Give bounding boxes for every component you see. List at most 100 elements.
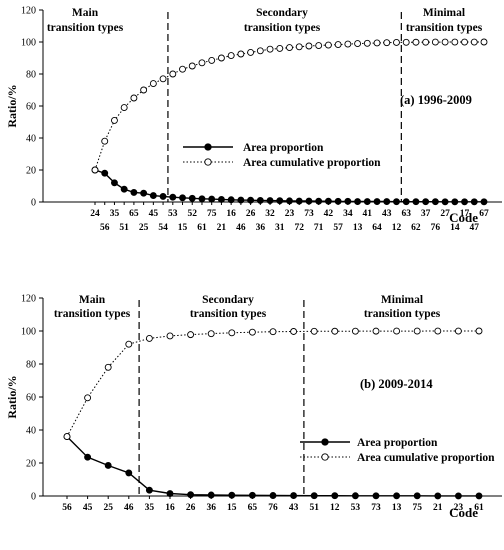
- y-axis-label: Ratio/%: [5, 84, 19, 127]
- area-proportion-point: [217, 195, 225, 203]
- y-tick-label: 60: [26, 102, 36, 113]
- cumulative-proportion-point: [351, 327, 359, 335]
- y-tick-label: 120: [21, 294, 36, 305]
- x-tick-label: 75: [412, 503, 422, 513]
- x-tick-label: 51: [309, 503, 319, 513]
- area-proportion-point: [412, 198, 420, 206]
- cumulative-proportion-point: [130, 94, 138, 102]
- area-proportion-point: [383, 198, 391, 205]
- chart-title: (b) 2009-2014: [360, 377, 433, 391]
- cumulative-proportion-point: [461, 38, 468, 46]
- y-tick-label: 20: [26, 166, 36, 177]
- area-proportion-point: [354, 198, 362, 205]
- region-label: transition types: [190, 308, 267, 320]
- cumulative-proportion-point: [228, 329, 236, 337]
- region-label: Minimal: [381, 294, 423, 306]
- x-tick-label: 17: [460, 209, 470, 219]
- cumulative-proportion-point: [413, 327, 421, 335]
- x-tick-label: 35: [110, 209, 120, 219]
- x-tick-label: 26: [186, 503, 196, 513]
- cumulative-proportion-point: [475, 327, 483, 335]
- cumulative-proportion-point: [217, 54, 225, 62]
- cumulative-proportion-point: [248, 328, 256, 336]
- area-proportion-point: [84, 453, 92, 461]
- chart-panel: 0 20 40 60 80 100 120 Ratio/% 56 45 25 46 35 16 26 36 15…: [5, 294, 502, 520]
- area-proportion-point: [363, 198, 371, 205]
- x-tick-label: 43: [382, 209, 392, 219]
- x-tick-label: 42: [324, 209, 334, 219]
- cumulative-proportion-point: [198, 59, 206, 67]
- x-tick-label: 52: [188, 209, 198, 219]
- region-label: Main: [79, 294, 106, 306]
- area-proportion-point: [140, 189, 148, 197]
- x-tick-label: 21: [433, 503, 443, 513]
- x-tick-label: 31: [275, 223, 285, 233]
- cumulative-proportion-point: [247, 48, 255, 56]
- legend-label: Area proportion: [357, 437, 438, 449]
- x-tick-label: 61: [197, 223, 207, 233]
- x-tick-label: 53: [351, 503, 361, 513]
- x-tick-label: 43: [289, 503, 299, 513]
- area-proportion-point: [422, 198, 430, 206]
- area-proportion-point: [290, 492, 298, 500]
- y-tick-label: 40: [26, 134, 36, 145]
- x-tick-label: 27: [440, 209, 450, 219]
- area-proportion-point: [120, 185, 128, 193]
- cumulative-proportion-point: [101, 137, 109, 145]
- x-tick-label: 16: [165, 503, 175, 513]
- cumulative-proportion-point: [451, 38, 459, 46]
- area-proportion-point: [188, 194, 196, 202]
- cumulative-proportion-point: [227, 52, 235, 60]
- x-tick-label: 35: [145, 503, 155, 513]
- region-label: transition types: [406, 22, 483, 34]
- region-label: transition types: [244, 22, 321, 34]
- cumulative-proportion-point: [344, 40, 352, 48]
- x-tick-label: 46: [124, 503, 134, 513]
- x-tick-label: 63: [401, 209, 411, 219]
- x-tick-label: 64: [372, 223, 382, 233]
- cumulative-proportion-point: [383, 39, 391, 47]
- area-proportion-point: [441, 198, 449, 206]
- x-tick-label: 45: [149, 209, 159, 219]
- legend-label: Area proportion: [243, 142, 324, 154]
- x-tick-label: 56: [62, 503, 72, 513]
- region-label: Secondary: [256, 7, 308, 19]
- area-proportion-point: [269, 492, 277, 499]
- region-label: Minimal: [423, 7, 465, 19]
- cumulative-proportion-point: [125, 340, 133, 348]
- x-tick-label: 47: [470, 223, 480, 233]
- legend-marker: [204, 143, 212, 151]
- cumulative-proportion-point: [266, 45, 274, 53]
- cumulative-proportion-point: [372, 327, 380, 335]
- x-tick-label: 76: [268, 503, 278, 513]
- x-tick-label: 14: [450, 223, 460, 233]
- cumulative-proportion-point: [363, 39, 371, 47]
- x-tick-label: 23: [285, 209, 295, 219]
- x-tick-label: 46: [236, 223, 246, 233]
- x-tick-label: 62: [411, 223, 421, 233]
- region-label: transition types: [47, 22, 124, 34]
- area-proportion-point: [149, 192, 157, 200]
- x-tick-label: 37: [421, 209, 431, 219]
- area-proportion-point: [228, 491, 236, 499]
- area-proportion-point: [475, 492, 483, 500]
- cumulative-proportion-point: [237, 50, 245, 58]
- cumulative-proportion-point: [84, 394, 92, 402]
- cumulative-proportion-point: [305, 42, 313, 50]
- x-tick-label: 32: [265, 209, 275, 219]
- x-tick-label: 13: [392, 503, 402, 513]
- x-tick-label: 67: [479, 209, 489, 219]
- area-proportion-point: [372, 492, 380, 500]
- cumulative-proportion-point: [441, 38, 449, 46]
- legend: Area proportion Area cumulative proportio…: [183, 142, 381, 169]
- cumulative-proportion-point: [63, 433, 71, 441]
- area-proportion-point: [248, 491, 256, 499]
- cumulative-proportion-point: [412, 38, 420, 46]
- cumulative-proportion-point: [422, 38, 430, 46]
- cumulative-proportion-point: [431, 38, 439, 46]
- area-proportion-point: [310, 492, 318, 500]
- cumulative-proportion-point: [434, 327, 442, 335]
- x-tick-label: 71: [314, 223, 324, 233]
- area-proportion-point: [454, 492, 462, 500]
- area-proportion-point: [169, 193, 177, 201]
